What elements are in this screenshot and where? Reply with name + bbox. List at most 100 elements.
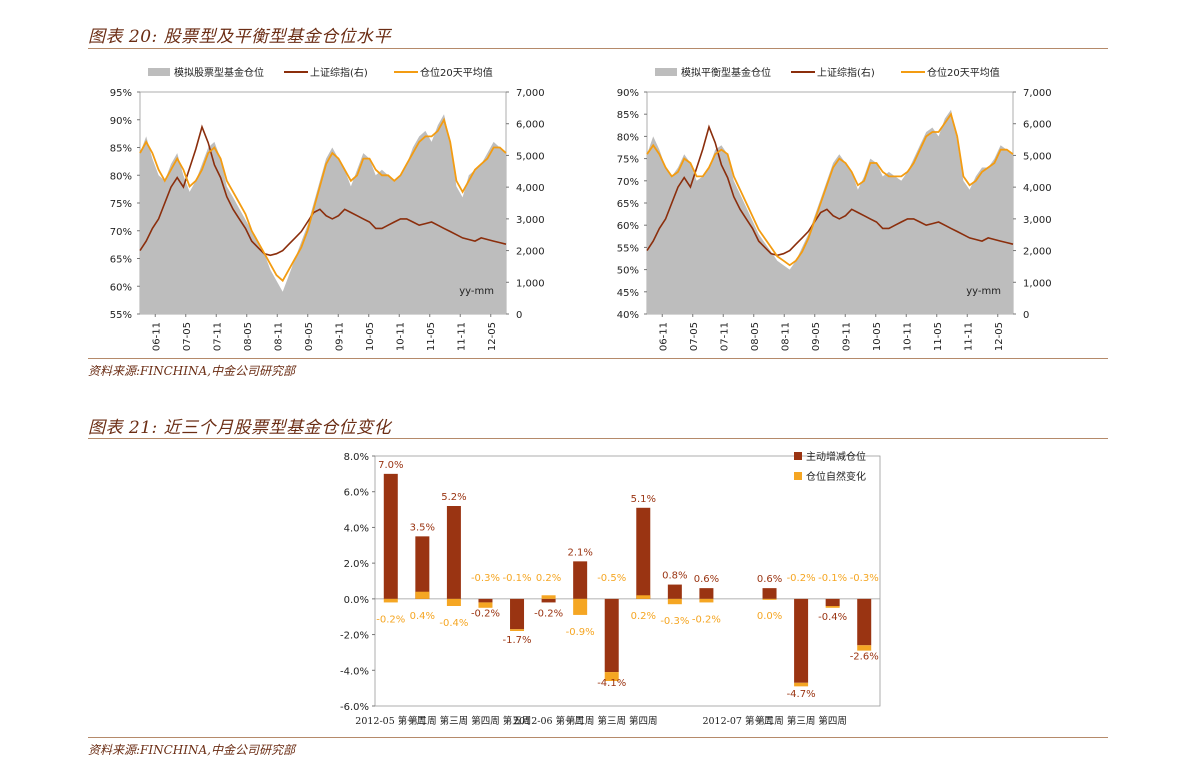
y-left-tick: 50% <box>617 266 639 277</box>
y-tick: -2.0% <box>340 631 369 642</box>
data-label-natural: -0.4% <box>439 618 468 629</box>
y-right-tick: 5,000 <box>516 151 545 162</box>
x-tick: 11-11 <box>963 322 974 351</box>
x-tick: 09-05 <box>811 322 822 351</box>
legend-label-active: 主动增减仓位 <box>806 450 866 463</box>
x-tick: 10-05 <box>365 322 376 351</box>
y-left-tick: 75% <box>110 199 132 210</box>
x-tick: 07-11 <box>212 322 223 351</box>
x-tick: 08-11 <box>780 322 791 351</box>
bar-active <box>604 598 619 673</box>
x-tick: 09-11 <box>334 322 345 351</box>
data-label-active: 0.6% <box>757 574 782 585</box>
y-right-tick: 2,000 <box>516 247 545 258</box>
figure-21-top-rule <box>88 438 1108 439</box>
x-category: 2012-07 第一周 <box>702 715 773 727</box>
series-line-index <box>646 124 1014 257</box>
data-label-active: 5.2% <box>441 492 466 503</box>
data-label-active: -4.7% <box>787 689 816 700</box>
bar-active <box>510 598 525 630</box>
axis-annotation: yy-mm <box>459 286 494 297</box>
bar-natural <box>510 629 525 631</box>
bar-natural <box>383 598 398 603</box>
bar-active <box>794 598 809 683</box>
y-left-tick: 80% <box>110 171 132 182</box>
bar-active <box>383 473 398 599</box>
y-left-tick: 55% <box>617 243 639 254</box>
x-category: 第四周 <box>629 715 658 727</box>
bar-active <box>541 598 556 603</box>
x-tick: 11-05 <box>426 322 437 351</box>
legend-swatch-area <box>148 68 170 76</box>
x-category: 第二周 <box>408 715 437 727</box>
x-tick: 12-05 <box>487 322 498 351</box>
bar-active <box>636 507 651 599</box>
bar-natural <box>478 602 493 608</box>
plot-frame <box>374 455 881 707</box>
y-left-tick: 60% <box>110 282 132 293</box>
y-left-tick: 75% <box>617 155 639 166</box>
y-tick: 0.0% <box>344 595 369 606</box>
y-left-tick: 85% <box>110 144 132 155</box>
y-left-tick: 90% <box>617 88 639 99</box>
bar-natural <box>857 645 872 651</box>
legend-label-index: 上证综指(右) <box>817 66 875 79</box>
bar-natural <box>636 595 651 599</box>
x-tick: 12-05 <box>994 322 1005 351</box>
series-line-ma20 <box>139 117 507 283</box>
y-left-tick: 60% <box>617 221 639 232</box>
y-left-tick: 65% <box>110 255 132 266</box>
figure-20-title: 图表 20: 股票型及平衡型基金仓位水平 <box>88 27 392 47</box>
y-right-tick: 3,000 <box>1023 215 1052 226</box>
x-category: 第三周 <box>440 715 469 727</box>
data-label-natural: -0.1% <box>818 573 847 584</box>
y-right-tick: 2,000 <box>1023 247 1052 258</box>
figure-21-bottom-rule <box>88 737 1108 738</box>
legend-swatch-area <box>655 68 677 76</box>
series-line-ma20 <box>646 112 1014 267</box>
x-tick: 08-11 <box>273 322 284 351</box>
y-left-tick: 70% <box>110 227 132 238</box>
axis-annotation: yy-mm <box>966 286 1001 297</box>
x-category: 第四周 <box>471 715 500 727</box>
y-right-tick: 0 <box>1023 310 1029 321</box>
y-right-tick: 1,000 <box>1023 278 1052 289</box>
figure-20-top-rule <box>88 48 1108 49</box>
legend-label-index: 上证综指(右) <box>310 66 368 79</box>
legend-label-ma20: 仓位20天平均值 <box>420 66 493 79</box>
x-category: 第二周 <box>566 715 595 727</box>
y-right-tick: 4,000 <box>516 183 545 194</box>
y-left-tick: 40% <box>617 310 639 321</box>
y-left-tick: 65% <box>617 199 639 210</box>
bar-natural <box>604 672 619 681</box>
y-left-tick: 70% <box>617 177 639 188</box>
x-tick: 08-05 <box>243 322 254 351</box>
x-tick: 07-05 <box>182 322 193 351</box>
y-right-tick: 7,000 <box>516 88 545 99</box>
x-tick: 09-05 <box>304 322 315 351</box>
bar-active <box>762 588 777 599</box>
bar-active <box>573 561 588 599</box>
legend-label-area: 模拟平衡型基金仓位 <box>681 66 771 79</box>
data-label-active: 2.1% <box>567 547 592 558</box>
data-label-active: 5.1% <box>631 494 656 505</box>
y-tick: -6.0% <box>340 702 369 713</box>
x-tick: 11-05 <box>933 322 944 351</box>
x-tick: 08-05 <box>750 322 761 351</box>
y-left-tick: 90% <box>110 116 132 127</box>
x-category: 2012-05 第一周 <box>355 715 426 727</box>
figure-20-source: 资料来源:FINCHINA,中金公司研究部 <box>88 364 295 378</box>
data-label-active: -1.7% <box>503 635 532 646</box>
data-label-natural: 0.2% <box>536 573 561 584</box>
x-tick: 11-11 <box>456 322 467 351</box>
data-label-natural: -0.2% <box>692 614 721 625</box>
x-category: 第四周 <box>818 715 847 727</box>
legend-label-natural: 仓位自然变化 <box>806 470 866 483</box>
y-tick: 2.0% <box>344 559 369 570</box>
x-category: 2012-06 第一周 <box>513 715 584 727</box>
position-change-bar-chart: 8.0% 6.0% 4.0% 2.0% 0.0% -2.0% -4.0% -6.0% 主动增减仓… <box>340 450 881 727</box>
bar-active <box>415 536 430 599</box>
legend-swatch-natural <box>794 472 802 480</box>
y-tick: 4.0% <box>344 523 369 534</box>
y-right-tick: 4,000 <box>1023 183 1052 194</box>
